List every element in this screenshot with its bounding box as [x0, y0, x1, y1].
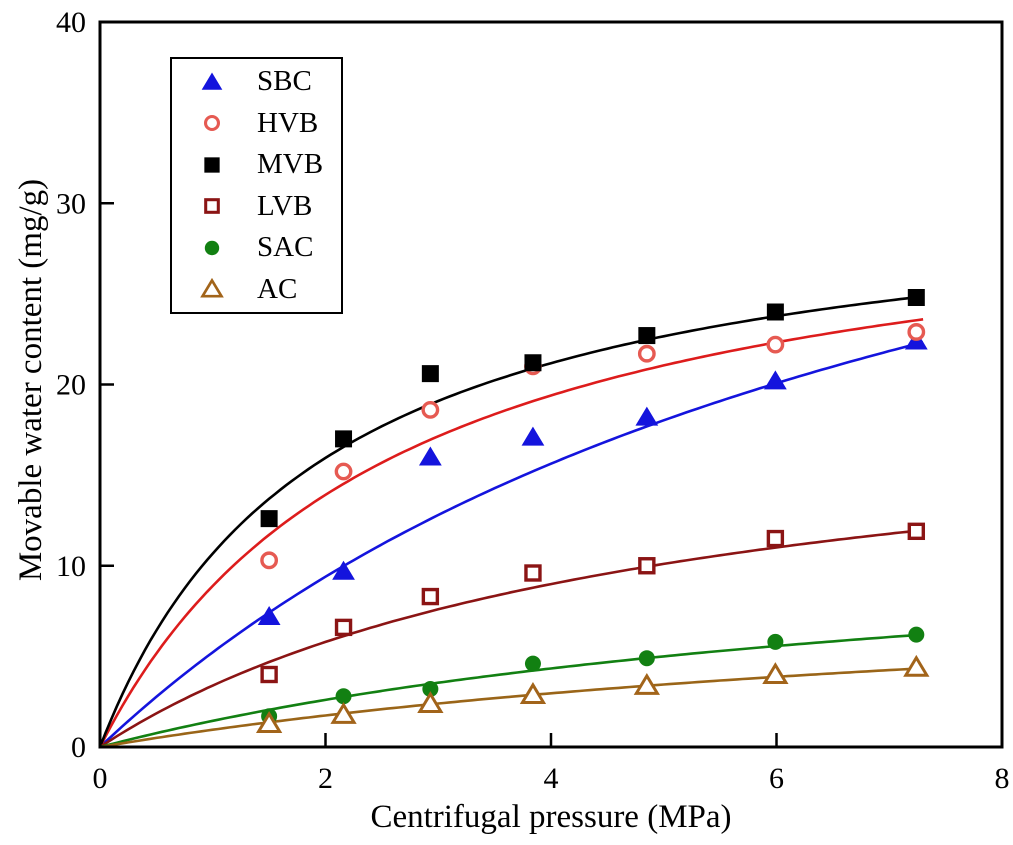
plot-border	[98, 20, 1004, 749]
hvb-point	[766, 335, 785, 354]
legend-label: SBC	[257, 65, 312, 98]
ac-point	[255, 711, 283, 733]
circle-open-icon	[203, 115, 221, 132]
lvb-point	[907, 522, 926, 541]
ac-fit-curve	[99, 666, 924, 749]
triangle-filled-icon	[201, 72, 223, 90]
lvb-point	[524, 564, 542, 582]
square-open-icon	[204, 198, 220, 215]
x-tick-label: 0	[93, 762, 108, 795]
hvb-point	[637, 344, 656, 363]
mvb-point	[524, 354, 542, 372]
legend-label: AC	[257, 272, 298, 305]
legend-label: SAC	[257, 231, 314, 264]
triangle-open-icon-glyph	[200, 278, 224, 298]
hvb-fit-curve	[98, 318, 924, 748]
hvb-point	[260, 551, 279, 570]
sbc-point	[418, 446, 442, 466]
mvb-fit-curve	[98, 295, 924, 748]
lvb-point	[334, 618, 353, 637]
sac-point	[908, 626, 925, 643]
circle-filled-icon-glyph	[204, 240, 220, 255]
triangle-filled-icon-glyph	[201, 72, 223, 90]
ac-point	[903, 654, 930, 677]
triangle-open-icon	[200, 278, 224, 298]
legend-label: HVB	[257, 106, 319, 139]
legend: SBC HVB MVB LVB SAC AC	[170, 57, 343, 314]
sac-fit-curve	[99, 633, 924, 749]
lvb-fit-curve	[99, 528, 924, 749]
legend-label: LVB	[257, 189, 313, 222]
legend-item-sbc: SBC	[172, 62, 341, 102]
ac-point	[762, 662, 789, 684]
y-tick-label: 40	[56, 6, 86, 39]
legend-item-ac: AC	[172, 269, 341, 309]
mvb-point	[638, 327, 656, 345]
sac-point	[767, 633, 784, 650]
sbc-point	[332, 560, 355, 580]
y-axis-title: Movable water content (mg/g)	[13, 178, 49, 582]
mvb-point	[335, 430, 353, 448]
x-tick-label: 4	[544, 762, 559, 795]
y-tick-label: 0	[71, 731, 86, 764]
y-tick-label: 20	[56, 369, 86, 402]
lvb-point	[421, 587, 440, 606]
sbc-point	[257, 606, 281, 625]
legend-item-hvb: HVB	[172, 103, 341, 143]
legend-label: MVB	[257, 148, 324, 181]
sbc-point	[521, 426, 545, 446]
lvb-point	[638, 557, 656, 575]
sac-point	[524, 655, 541, 672]
sac-point	[335, 688, 352, 705]
ac-point	[417, 691, 444, 713]
legend-item-mvb: MVB	[172, 145, 341, 185]
hvb-point	[334, 462, 353, 481]
circle-filled-icon	[204, 240, 220, 255]
sac-point	[638, 650, 655, 667]
ac-point	[330, 701, 357, 724]
sac-point	[422, 681, 439, 697]
mvb-point	[907, 289, 925, 306]
mvb-point	[766, 303, 784, 321]
square-filled-icon	[204, 157, 220, 173]
x-axis-title: Centrifugal pressure (MPa)	[370, 799, 732, 835]
x-tick-label: 6	[769, 762, 784, 795]
y-tick-label: 30	[56, 187, 86, 220]
lvb-point	[260, 665, 278, 684]
legend-item-lvb: LVB	[172, 186, 341, 226]
square-open-icon-glyph	[204, 198, 220, 215]
x-tick-label: 2	[318, 762, 333, 795]
sbc-point	[635, 406, 659, 426]
square-filled-icon-glyph	[204, 157, 220, 173]
y-tick-label: 10	[56, 550, 86, 583]
ac-point	[519, 682, 547, 704]
circle-open-icon-glyph	[203, 115, 221, 132]
legend-item-sac: SAC	[172, 228, 341, 268]
ac-point	[633, 672, 660, 695]
sbc-fit-curve	[99, 340, 924, 748]
x-tick-label: 8	[995, 762, 1010, 795]
mvb-point	[421, 365, 439, 383]
mvb-point	[260, 510, 278, 528]
hvb-point	[421, 400, 440, 419]
hvb-point	[907, 323, 926, 341]
sbc-point	[763, 370, 787, 390]
lvb-point	[766, 529, 785, 548]
